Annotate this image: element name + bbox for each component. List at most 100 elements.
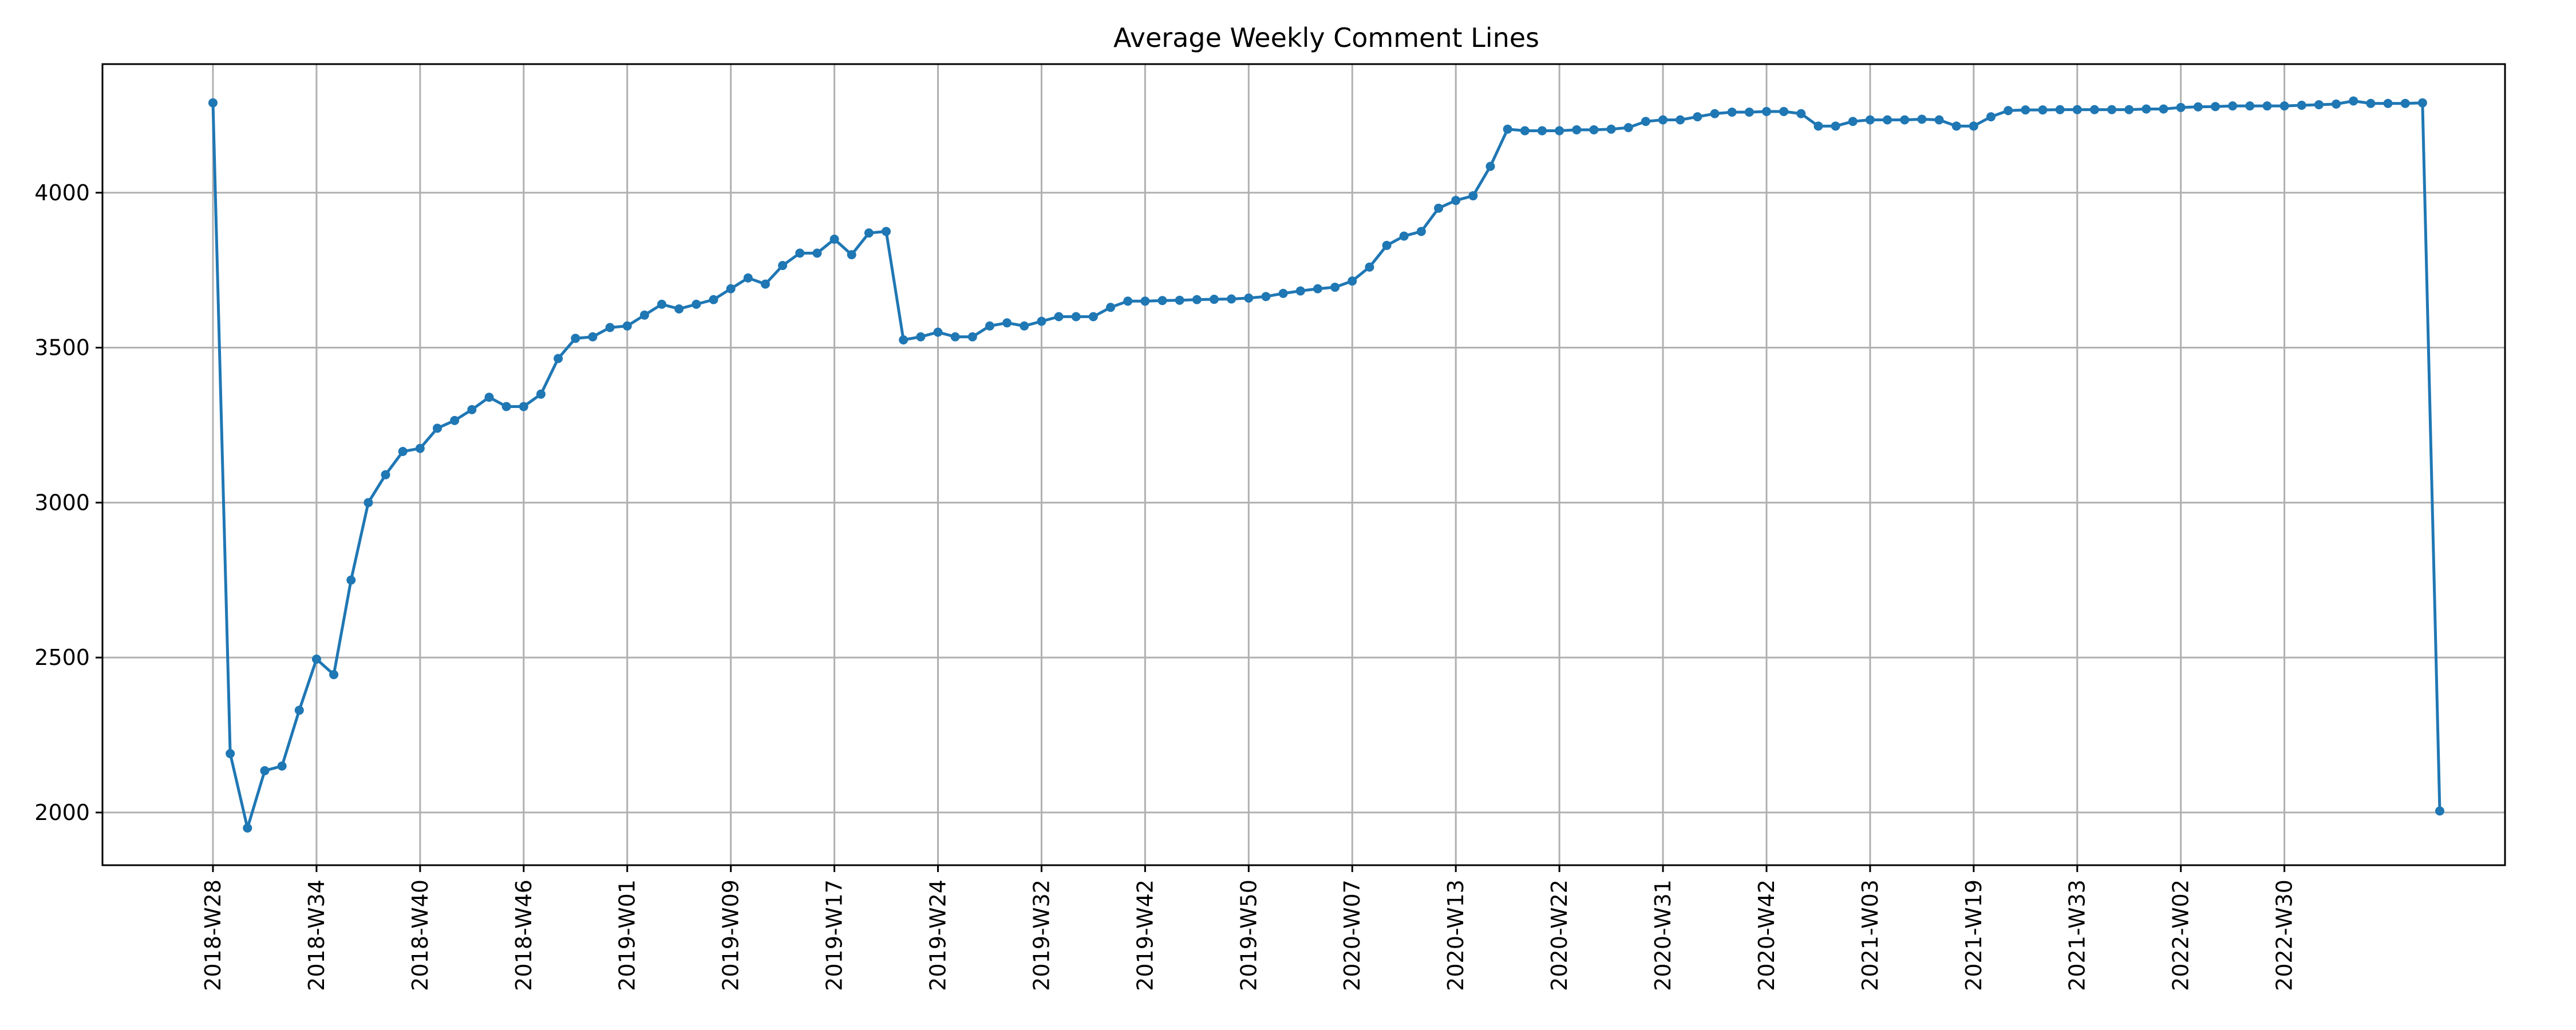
data-point	[1537, 126, 1547, 136]
data-point	[916, 332, 926, 342]
data-point	[709, 295, 718, 304]
data-point	[1382, 240, 1392, 250]
data-point	[1002, 318, 1012, 328]
x-tick-label: 2020-W42	[1754, 880, 1779, 991]
data-point	[1606, 124, 1616, 134]
y-tick-label: 3500	[34, 335, 90, 360]
data-point	[1727, 107, 1737, 117]
data-point	[2349, 96, 2358, 106]
data-point	[208, 98, 218, 108]
data-point	[1848, 117, 1858, 126]
data-point	[398, 446, 408, 456]
data-point	[2210, 102, 2220, 112]
data-point	[1088, 312, 1098, 322]
x-tick-label: 2020-W22	[1547, 880, 1572, 991]
x-tick-label: 2018-W28	[200, 880, 226, 991]
data-point	[1831, 121, 1840, 131]
x-tick-label: 2021-W33	[2065, 880, 2090, 991]
data-point	[501, 402, 511, 411]
data-point	[329, 670, 339, 679]
data-point	[985, 321, 994, 331]
data-point	[519, 402, 528, 411]
x-tick-label: 2022-W02	[2168, 880, 2194, 991]
data-point	[1623, 123, 1633, 133]
data-point	[2383, 98, 2393, 108]
data-point	[2228, 101, 2238, 111]
data-point	[1951, 121, 1961, 131]
data-point	[622, 321, 632, 331]
data-point	[692, 299, 701, 309]
data-point	[2021, 105, 2030, 115]
data-point	[1710, 109, 1720, 118]
x-tick-label: 2019-W50	[1236, 880, 1261, 991]
data-point	[1969, 121, 1978, 131]
data-point	[2107, 105, 2117, 114]
chart-title: Average Weekly Comment Lines	[1113, 22, 1539, 53]
data-point	[795, 248, 805, 258]
data-point	[311, 654, 321, 664]
y-gridlines	[102, 192, 2505, 814]
data-point	[1313, 284, 1322, 294]
data-point	[346, 575, 356, 585]
data-point	[277, 761, 287, 771]
data-point	[1348, 276, 1357, 286]
x-tick-label: 2022-W30	[2272, 880, 2297, 991]
data-point	[1106, 303, 1116, 312]
data-point	[760, 279, 770, 289]
data-point	[450, 415, 460, 425]
data-point	[381, 470, 390, 480]
data-point	[1037, 316, 1046, 326]
data-point	[899, 335, 908, 345]
data-point	[2435, 806, 2444, 816]
x-tick-label: 2018-W34	[304, 880, 329, 991]
data-point	[1693, 112, 1702, 122]
data-point	[1192, 295, 1202, 304]
data-series	[208, 96, 2444, 833]
data-point	[1434, 203, 1444, 213]
data-point	[726, 284, 736, 294]
data-point	[1175, 295, 1184, 305]
data-point	[2400, 98, 2410, 108]
data-point	[1814, 121, 1823, 131]
data-point	[2159, 104, 2168, 114]
x-tick-label: 2018-W40	[408, 880, 433, 991]
x-axis: 2018-W28 2018-W34 2018-W40 2018-W46 2019-W01…	[200, 865, 2297, 991]
data-point	[571, 334, 580, 343]
data-point	[1278, 288, 1288, 298]
data-point	[2245, 101, 2255, 111]
data-point	[829, 235, 839, 244]
data-point	[1157, 296, 1167, 306]
data-point	[1520, 126, 1530, 136]
data-point	[243, 823, 252, 833]
data-point	[1485, 161, 1495, 171]
data-point	[1676, 115, 1685, 125]
data-point	[605, 323, 615, 332]
data-point	[812, 248, 822, 258]
data-point	[1468, 191, 1478, 201]
data-point	[2262, 101, 2272, 111]
data-point	[2142, 104, 2151, 114]
x-tick-label: 2021-W19	[1961, 880, 1986, 991]
data-point	[1295, 286, 1305, 296]
data-point	[226, 749, 235, 759]
data-point	[1986, 112, 1996, 122]
data-point	[2055, 105, 2065, 114]
data-point	[2279, 101, 2289, 111]
data-point	[1572, 125, 1582, 134]
data-point	[294, 706, 304, 715]
data-point	[1140, 296, 1150, 306]
data-point	[2089, 105, 2099, 114]
y-tick-label: 2000	[34, 800, 90, 825]
data-point	[1071, 312, 1081, 322]
data-point	[657, 299, 667, 309]
data-point	[882, 227, 891, 236]
data-point	[364, 498, 373, 508]
data-point	[1761, 106, 1771, 116]
data-point	[674, 304, 684, 314]
x-tick-label: 2020-W13	[1443, 880, 1468, 991]
data-point	[1503, 124, 1512, 134]
data-point	[1020, 321, 1029, 331]
data-point	[1123, 296, 1133, 306]
data-point	[743, 273, 753, 283]
